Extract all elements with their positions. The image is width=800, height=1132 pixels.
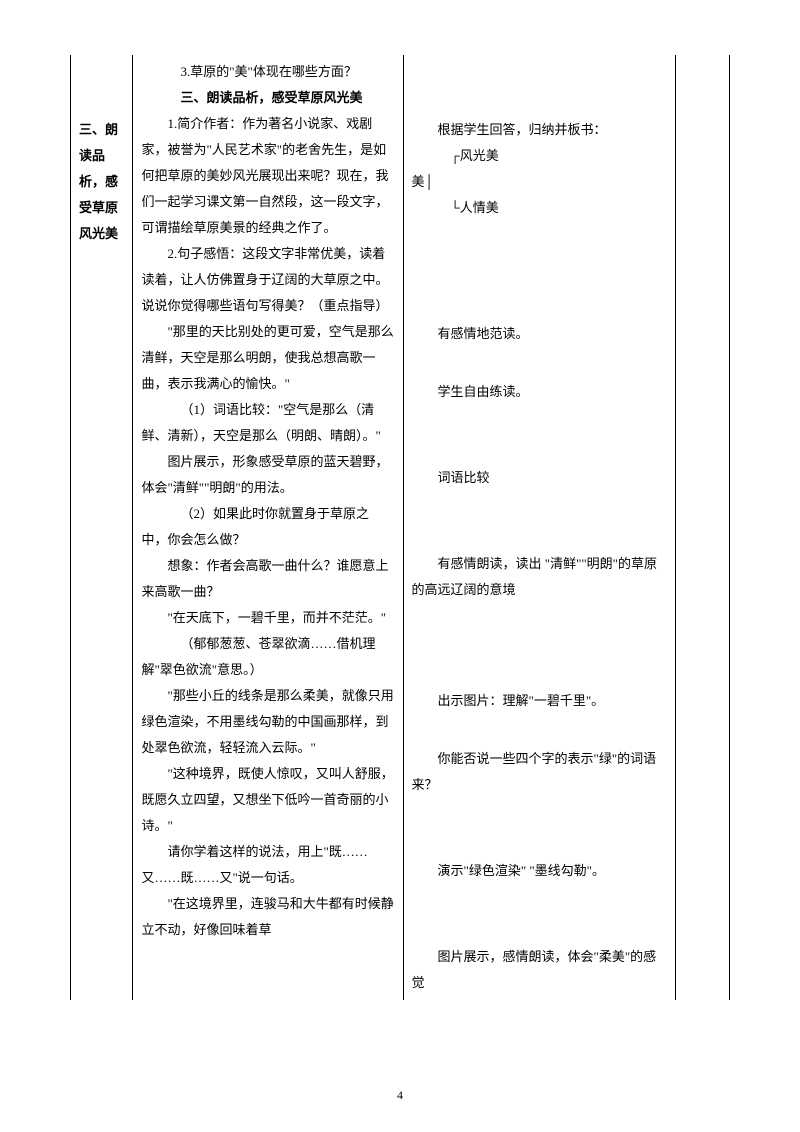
content-text: 1.简介作者：作为著名小说家、戏剧家，被誉为"人民艺术家"的老舍先生，是如何把草…: [141, 111, 394, 241]
content-text: "那些小丘的线条是那么柔美，就像只用绿色渲染，不用墨线勾勒的中国画那样，到处翠色…: [141, 683, 394, 761]
note-text: 学生自由练读。: [412, 379, 667, 405]
note-text: 美│: [412, 169, 667, 195]
note-text: ┌风光美: [412, 143, 667, 169]
content-text: 想象：作者会高歌一曲什么？谁愿意上来高歌一曲？: [141, 553, 394, 605]
col-remarks: [675, 55, 729, 1000]
section-title: 三、朗读品析，感受草原风光美: [141, 85, 394, 111]
note-text: 有感情朗读，读出 "清鲜""明朗"的草原的高远辽阔的意境: [412, 551, 667, 603]
section-label: 三、朗读品析，感受草原风光美: [79, 117, 124, 247]
note-text: └人情美: [412, 195, 667, 221]
lesson-plan-table: 三、朗读品析，感受草原风光美 3.草原的"美"体现在哪些方面？ 三、朗读品析，感…: [70, 55, 730, 1000]
note-text: 词语比较: [412, 465, 667, 491]
table-row: 三、朗读品析，感受草原风光美 3.草原的"美"体现在哪些方面？ 三、朗读品析，感…: [71, 55, 730, 1000]
col-teaching-content: 3.草原的"美"体现在哪些方面？ 三、朗读品析，感受草原风光美 1.简介作者：作…: [133, 55, 403, 1000]
content-text: （1）词语比较："空气是那么（清鲜、清新），天空是那么（明朗、晴朗）。": [141, 397, 394, 449]
content-text: 请你学着这样的说法，用上"既……又……既……又"说一句话。: [141, 839, 394, 891]
note-text: 图片展示，感情朗读，体会"柔美"的感觉: [412, 944, 667, 996]
content-text: "那里的天比别处的更可爱，空气是那么清鲜，天空是那么明朗，使我总想高歌一曲，表示…: [141, 319, 394, 397]
note-text: 演示"绿色渲染" "墨线勾勒"。: [412, 858, 667, 884]
content-text: "这种境界，既使人惊叹，又叫人舒服，既愿久立四望，又想坐下低吟一首奇丽的小诗。": [141, 761, 394, 839]
note-text: 你能否说一些四个字的表示"绿"的词语来？: [412, 746, 667, 798]
content-text: 图片展示，形象感受草原的蓝天碧野，体会"清鲜""明朗"的用法。: [141, 449, 394, 501]
note-text: 有感情地范读。: [412, 321, 667, 347]
note-text: 根据学生回答，归纳并板书：: [412, 117, 667, 143]
content-text: "在这境界里，连骏马和大牛都有时候静立不动，好像回味着草: [141, 891, 394, 943]
content-text: 3.草原的"美"体现在哪些方面？: [141, 59, 394, 85]
content-text: （郁郁葱葱、苍翠欲滴……借机理解"翠色欲流"意思。）: [141, 631, 394, 683]
content-text: "在天底下，一碧千里，而并不茫茫。": [141, 605, 394, 631]
page-number: 4: [0, 1083, 800, 1107]
note-text: 出示图片：理解"一碧千里"。: [412, 688, 667, 714]
content-text: 2.句子感悟：这段文字非常优美，读着读着，让人仿佛置身于辽阔的大草原之中。说说你…: [141, 241, 394, 319]
content-text: （2）如果此时你就置身于草原之中，你会怎么做？: [141, 501, 394, 553]
col-section-label: 三、朗读品析，感受草原风光美: [71, 55, 133, 1000]
col-teacher-notes: 根据学生回答，归纳并板书： ┌风光美 美│ └人情美 有感情地范读。 学生自由练…: [403, 55, 675, 1000]
